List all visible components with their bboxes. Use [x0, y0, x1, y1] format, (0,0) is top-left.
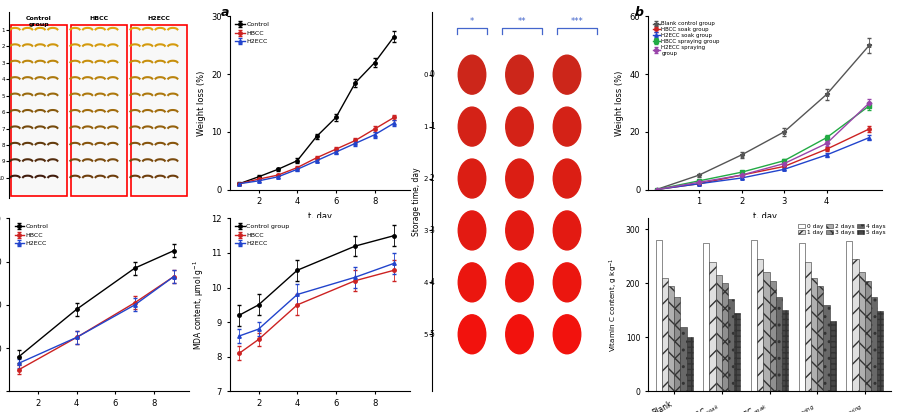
- Text: 1: 1: [430, 122, 435, 131]
- Ellipse shape: [554, 55, 580, 94]
- Text: b: b: [634, 6, 644, 19]
- Ellipse shape: [458, 107, 486, 146]
- Bar: [878, 311, 884, 391]
- Bar: [770, 281, 776, 391]
- Y-axis label: Weight loss (%): Weight loss (%): [616, 70, 625, 136]
- Bar: [71, 25, 127, 196]
- Ellipse shape: [506, 315, 533, 354]
- Bar: [674, 297, 680, 391]
- Ellipse shape: [554, 263, 580, 302]
- X-axis label: t, day: t, day: [753, 212, 777, 221]
- Text: 5: 5: [429, 330, 435, 339]
- Bar: [817, 286, 824, 391]
- Text: a: a: [220, 6, 229, 19]
- Ellipse shape: [554, 315, 580, 354]
- X-axis label: t, day: t, day: [308, 212, 331, 221]
- Bar: [655, 240, 661, 391]
- Bar: [798, 243, 805, 391]
- Bar: [703, 243, 709, 391]
- Bar: [782, 310, 788, 391]
- Ellipse shape: [458, 211, 486, 250]
- Text: **: **: [518, 17, 526, 26]
- Bar: [811, 278, 817, 391]
- Bar: [757, 259, 763, 391]
- Text: 2: 2: [430, 174, 435, 183]
- Y-axis label: MDA content, μmol g$^{-1}$: MDA content, μmol g$^{-1}$: [192, 260, 206, 350]
- Legend: Control, HBCC, H2ECC: Control, HBCC, H2ECC: [232, 20, 272, 47]
- Ellipse shape: [554, 159, 580, 198]
- Bar: [680, 326, 687, 391]
- Bar: [668, 286, 674, 391]
- Ellipse shape: [458, 159, 486, 198]
- Bar: [859, 272, 865, 391]
- Bar: [734, 313, 741, 391]
- Bar: [871, 297, 877, 391]
- Text: 3: 3: [429, 226, 435, 235]
- Bar: [776, 297, 782, 391]
- Bar: [709, 262, 716, 391]
- Legend: 0 day, 1 day, 2 days, 3 days, 4 days, 5 days: 0 day, 1 day, 2 days, 3 days, 4 days, 5 …: [796, 221, 888, 237]
- Bar: [130, 25, 187, 196]
- Bar: [722, 283, 728, 391]
- Y-axis label: Storage time, day: Storage time, day: [411, 168, 420, 236]
- Bar: [865, 281, 871, 391]
- Ellipse shape: [506, 211, 533, 250]
- Bar: [687, 337, 693, 391]
- Legend: Control group, HBCC, H2ECC: Control group, HBCC, H2ECC: [232, 222, 292, 249]
- Legend: Control, HBCC, H2ECC: Control, HBCC, H2ECC: [12, 222, 51, 249]
- Bar: [846, 241, 852, 391]
- Bar: [751, 240, 757, 391]
- Bar: [716, 275, 722, 391]
- Ellipse shape: [506, 263, 533, 302]
- Y-axis label: Vitamin C content, g kg$^{-1}$: Vitamin C content, g kg$^{-1}$: [608, 258, 620, 352]
- Bar: [763, 272, 769, 391]
- Bar: [824, 305, 830, 391]
- Bar: [728, 300, 734, 391]
- Ellipse shape: [506, 107, 533, 146]
- Text: H2ECC: H2ECC: [148, 16, 170, 21]
- Text: *: *: [470, 17, 474, 26]
- Ellipse shape: [458, 263, 486, 302]
- Y-axis label: Weight loss (%): Weight loss (%): [197, 70, 206, 136]
- Text: 4: 4: [429, 278, 435, 287]
- Text: HBCC: HBCC: [89, 16, 109, 21]
- Bar: [805, 262, 811, 391]
- Ellipse shape: [554, 107, 580, 146]
- Bar: [852, 259, 859, 391]
- Text: Control
group: Control group: [26, 16, 52, 27]
- Ellipse shape: [458, 55, 486, 94]
- Bar: [830, 321, 836, 391]
- Ellipse shape: [458, 315, 486, 354]
- Text: 0: 0: [429, 70, 435, 79]
- Bar: [662, 278, 668, 391]
- Bar: [11, 25, 68, 196]
- Ellipse shape: [506, 159, 533, 198]
- Ellipse shape: [554, 211, 580, 250]
- Text: ***: ***: [571, 17, 583, 26]
- Legend: Blank control group, HBCC soak group, H2ECC soak group, HBCC spraying group, H2E: Blank control group, HBCC soak group, H2…: [651, 19, 722, 58]
- Ellipse shape: [506, 55, 533, 94]
